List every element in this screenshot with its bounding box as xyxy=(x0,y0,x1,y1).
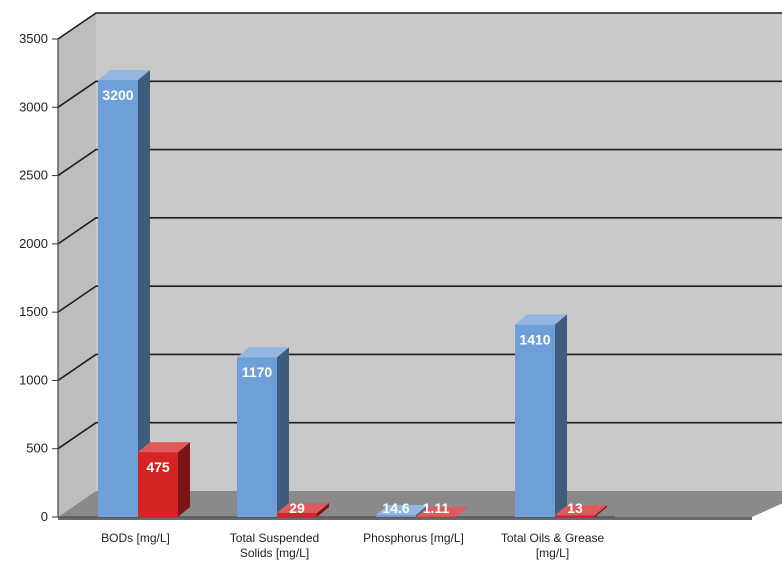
gridlines xyxy=(57,12,782,450)
category-label: Phosphorus [mg/L] xyxy=(363,531,464,545)
gridline xyxy=(57,421,782,450)
data-label: 3200 xyxy=(102,87,133,103)
bar-side xyxy=(456,506,468,517)
bar-top xyxy=(555,505,607,516)
bar-top xyxy=(515,314,567,325)
plot-back-wall xyxy=(58,13,782,517)
bars xyxy=(98,69,607,518)
category-labels: BODs [mg/L] Total Suspended Solids [mg/L] P… xyxy=(101,531,604,560)
y-tick-label: 500 xyxy=(26,441,48,456)
data-labels: 3200 475 1170 29 14.6 1.11 1410 13 xyxy=(102,87,583,516)
category-label: BODs [mg/L] xyxy=(101,531,170,545)
bar-top xyxy=(138,442,190,453)
bar-side xyxy=(317,503,329,517)
bar-front xyxy=(138,452,178,517)
gridline xyxy=(57,148,782,177)
y-tick-label: 1000 xyxy=(19,372,48,387)
bar-side xyxy=(555,314,567,517)
data-label: 475 xyxy=(146,459,170,475)
bar-side xyxy=(138,69,150,517)
bar-blue xyxy=(515,314,567,517)
bar-top xyxy=(416,506,468,517)
gridline xyxy=(57,80,782,108)
bar-top xyxy=(376,505,428,516)
bar-front xyxy=(555,515,595,517)
y-tick-label: 3000 xyxy=(19,99,48,114)
gridline xyxy=(57,353,782,382)
floor-edge xyxy=(58,517,752,520)
bar-red xyxy=(555,505,607,517)
bar-side xyxy=(277,347,289,517)
data-label: 1170 xyxy=(242,364,273,380)
gridline xyxy=(57,217,782,245)
bar-blue xyxy=(98,69,150,517)
bar-front xyxy=(416,516,456,518)
bar-side xyxy=(416,505,428,517)
gridline xyxy=(57,12,782,40)
y-tick-label: 0 xyxy=(41,509,48,524)
y-tick-label: 3500 xyxy=(19,31,48,46)
y-tick-label: 1500 xyxy=(19,304,48,319)
bar-side xyxy=(178,442,190,517)
y-tick-label: 2000 xyxy=(19,236,48,251)
data-label: 13 xyxy=(567,500,583,516)
back-wall xyxy=(96,13,782,491)
bar-blue xyxy=(237,347,289,517)
bar-side xyxy=(595,505,607,517)
bar-red xyxy=(416,506,468,518)
bar-top xyxy=(277,503,329,514)
data-label: 1.11 xyxy=(423,500,450,516)
bar-front xyxy=(515,324,555,517)
category-label: Total Oils & Grease [mg/L] xyxy=(501,531,605,560)
bar-front xyxy=(277,513,317,517)
data-label: 1410 xyxy=(519,331,550,347)
gridline xyxy=(57,285,782,313)
y-axis: 0 500 1000 1500 2000 2500 3000 3500 xyxy=(19,31,59,524)
bar-red xyxy=(277,503,329,517)
data-label: 29 xyxy=(289,500,305,516)
category-label: Total Suspended Solids [mg/L] xyxy=(230,531,319,560)
bar-top xyxy=(98,69,150,80)
bar-top xyxy=(237,347,289,358)
data-label: 14.6 xyxy=(382,500,409,516)
bar-front xyxy=(376,515,416,517)
y-tick-label: 2500 xyxy=(19,168,48,183)
bar-blue xyxy=(376,505,428,517)
side-wall xyxy=(58,13,96,517)
bar-front xyxy=(98,79,138,517)
bar-red xyxy=(138,442,190,517)
bar-front xyxy=(237,357,277,517)
